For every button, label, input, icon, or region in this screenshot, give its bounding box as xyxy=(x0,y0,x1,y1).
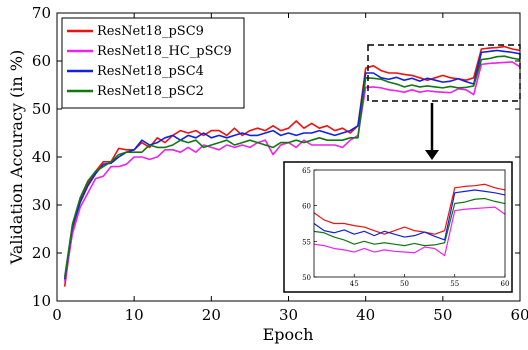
y-tick-label: 20 xyxy=(32,244,51,262)
x-tick-label: 40 xyxy=(356,306,375,324)
legend: ResNet18_pSC9 ResNet18_HC_pSC9 ResNet18_pS… xyxy=(61,17,245,109)
x-tick-label: 10 xyxy=(125,306,144,324)
inset-x-tick-label: 45 xyxy=(350,280,359,288)
series-line-4 xyxy=(63,55,521,278)
main-lines xyxy=(63,45,521,287)
series-line-1 xyxy=(63,45,521,287)
zoom-arrow-head xyxy=(425,150,439,160)
inset-lines xyxy=(313,183,506,257)
x-tick-label: 0 xyxy=(52,306,62,324)
y-tick-label: 70 xyxy=(32,4,51,22)
plot-frame xyxy=(56,12,521,302)
legend-label-1: ResNet18_pSC9 xyxy=(97,24,204,39)
series-line-2 xyxy=(63,61,521,282)
zoom-region-box xyxy=(367,44,521,102)
inset-x-tick-label: 50 xyxy=(400,280,409,288)
inset-series-line-1 xyxy=(313,183,506,235)
series-line-3 xyxy=(63,49,521,280)
inset-series-line-2 xyxy=(313,206,506,257)
legend-label-2: ResNet18_HC_pSC9 xyxy=(97,44,232,59)
y-tick-label: 60 xyxy=(32,52,51,70)
legend-box xyxy=(61,17,245,109)
y-tick-label: 50 xyxy=(32,100,51,118)
inset-y-tick-label: 50 xyxy=(302,274,311,282)
inset-series-line-3 xyxy=(313,189,506,241)
legend-label-4: ResNet18_pSC2 xyxy=(97,84,204,99)
y-tick-label: 10 xyxy=(32,292,51,310)
y-tick-label: 30 xyxy=(32,196,51,214)
inset-y-tick-label: 65 xyxy=(302,167,311,175)
x-axis-title: Epoch xyxy=(263,325,314,344)
y-tick-label: 40 xyxy=(32,148,51,166)
inset-y-tick-label: 60 xyxy=(302,203,311,211)
x-tick-label: 30 xyxy=(279,306,298,324)
inset-y-tick-label: 55 xyxy=(302,238,311,246)
inset-x-tick-label: 60 xyxy=(501,280,510,288)
inset-background xyxy=(283,161,513,293)
inset-x-tick-label: 55 xyxy=(450,280,459,288)
x-tick-label: 60 xyxy=(510,306,528,324)
inset-chart: 45 50 55 60 50 55 60 65 xyxy=(283,161,513,293)
legend-label-3: ResNet18_pSC4 xyxy=(97,64,204,79)
y-axis-title: Validation Accuracy (in %) xyxy=(7,50,26,265)
inset-series-line-4 xyxy=(313,197,506,247)
inset-frame xyxy=(313,169,506,278)
x-tick-label: 20 xyxy=(202,306,221,324)
x-tick-label: 50 xyxy=(433,306,452,324)
